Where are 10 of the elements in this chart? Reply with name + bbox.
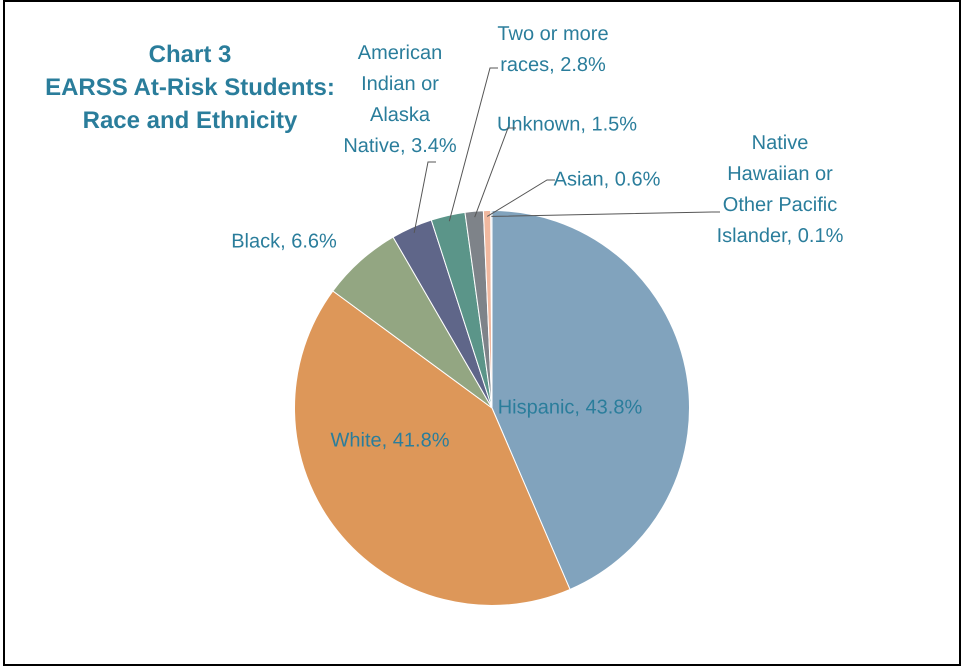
slice-label: Native Hawaiian or Other Pacific Islander, 0.1% (716, 132, 844, 248)
slice-label: American Indian or Alaska Native, 3.4% (343, 42, 457, 158)
text: EARSS At-Risk Students: Race and Ethnicity (44, 73, 336, 136)
slice-label: Two or more races, 2.8% (497, 23, 609, 76)
slice-label: Black, 6.6% (231, 230, 338, 253)
slice-label: Unknown, 1.5% (496, 114, 638, 136)
slice-label: Hispanic, 43.8% (498, 396, 642, 419)
slice-label: White, 41.8% (330, 430, 450, 452)
slice-label: Asian, 0.6% (554, 168, 661, 191)
text: Chart 3 (148, 41, 232, 68)
